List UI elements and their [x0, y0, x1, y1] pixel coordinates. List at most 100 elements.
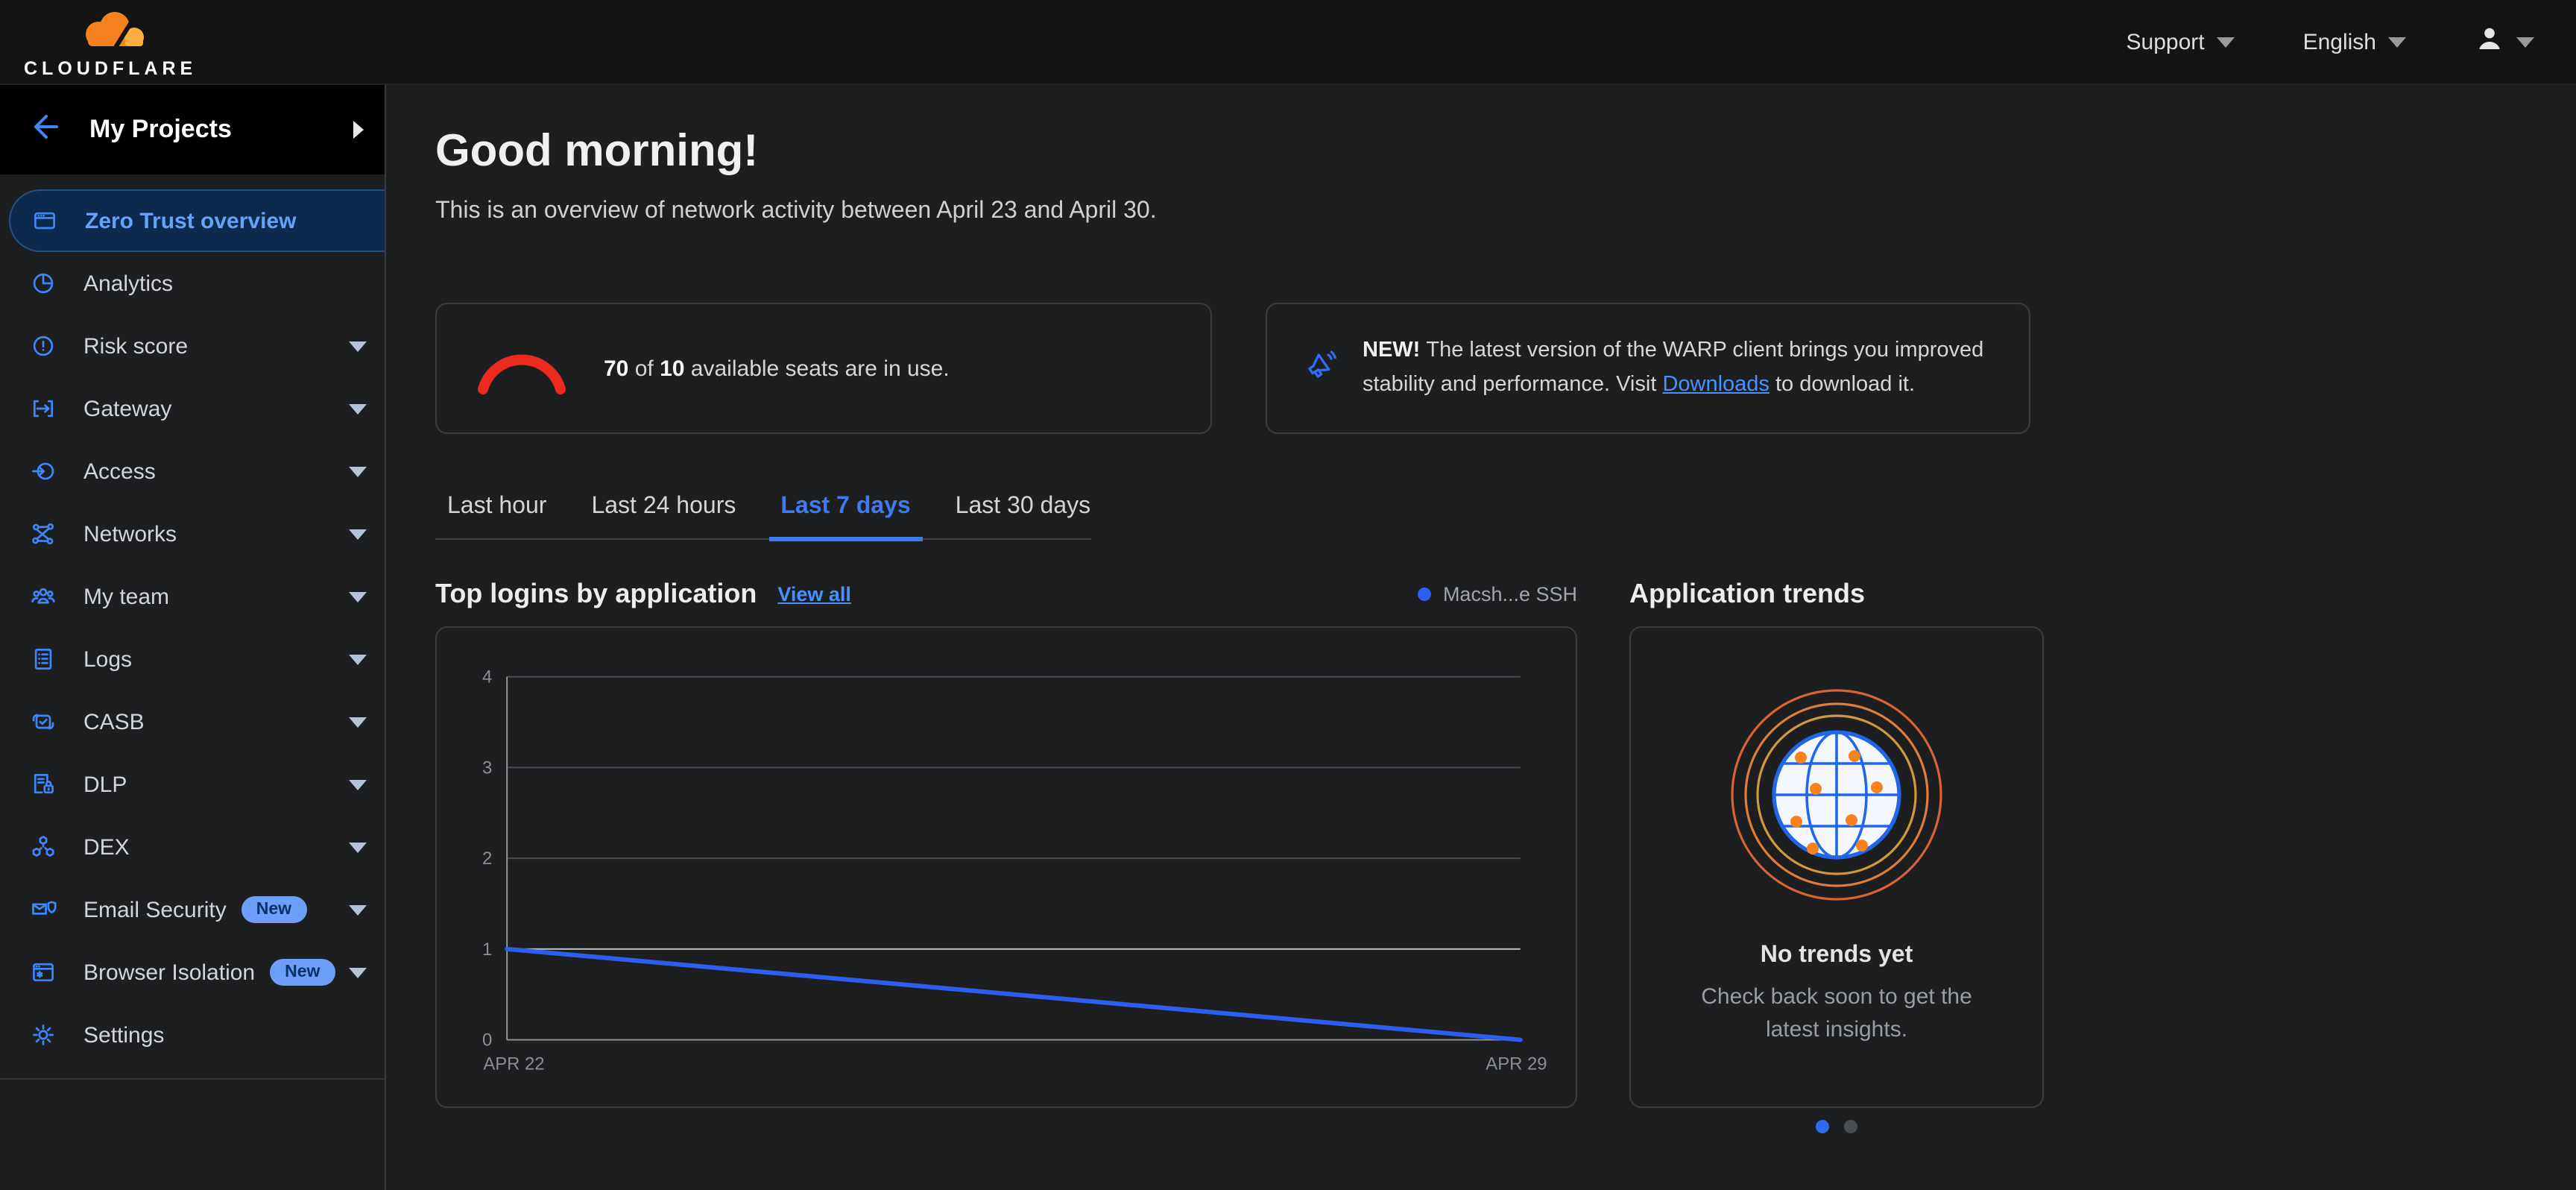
svg-text:0: 0	[482, 1030, 492, 1051]
sidebar-item-logs[interactable]: Logs	[0, 628, 385, 690]
warp-text-before: The latest version of the WARP client br…	[1363, 339, 1984, 397]
dlp-document-lock-icon	[30, 771, 57, 798]
view-all-link[interactable]: View all	[777, 582, 851, 605]
tab-last-24-hours[interactable]: Last 24 hours	[579, 485, 748, 538]
sidebar-item-label: Access	[83, 459, 156, 484]
pie-chart-icon	[30, 270, 57, 297]
sidebar-item-label: CASB	[83, 709, 145, 734]
svg-text:APR 29: APR 29	[1486, 1054, 1547, 1074]
email-shield-icon	[30, 896, 57, 923]
chevron-down-icon	[2216, 37, 2235, 47]
gear-icon	[30, 1021, 57, 1048]
main-content: Good morning! This is an overview of net…	[386, 85, 2576, 1190]
sidebar-item-my-team[interactable]: My team	[0, 565, 385, 628]
app-trends-card: No trends yet Check back soon to get the…	[1629, 626, 2044, 1108]
charts-section: Top logins by application View all Macsh…	[435, 577, 2576, 1133]
tab-last-30-days[interactable]: Last 30 days	[944, 485, 1102, 538]
seats-usage-text: 70 of 10 available seats are in use.	[604, 356, 950, 381]
language-menu[interactable]: English	[2303, 29, 2406, 54]
brand-wordmark: CLOUDFLARE	[24, 58, 198, 79]
svg-text:4: 4	[482, 667, 492, 687]
sidebar-item-label: Settings	[83, 1022, 165, 1048]
seats-of-label: of	[628, 356, 660, 381]
access-login-icon	[30, 458, 57, 485]
svg-text:2: 2	[482, 849, 492, 869]
tab-label: Last hour	[447, 494, 547, 519]
chevron-down-icon	[349, 529, 367, 539]
sidebar-item-label: Email Security	[83, 897, 227, 922]
topbar: CLOUDFLARE Support English	[0, 0, 2576, 85]
user-account-menu[interactable]	[2475, 23, 2534, 60]
line-chart-svg: 0 1 2 3 4 APR 22 APR 29	[482, 667, 1547, 1074]
sidebar-item-email-security[interactable]: Email Security New	[0, 878, 385, 941]
sidebar-item-access[interactable]: Access	[0, 440, 385, 503]
my-projects-header[interactable]: My Projects	[0, 85, 385, 174]
sidebar-item-risk-score[interactable]: Risk score	[0, 315, 385, 377]
topbar-menus: Support English	[2127, 23, 2534, 60]
sidebar-item-analytics[interactable]: Analytics	[0, 252, 385, 315]
warp-text-after: to download it.	[1769, 373, 1916, 397]
sidebar-nav: Zero Trust overview Analytics Risk score	[0, 174, 385, 1066]
page-title: Good morning!	[435, 127, 759, 176]
sidebar-item-casb[interactable]: CASB	[0, 690, 385, 753]
shell: My Projects Zero Trust overview Analytic…	[0, 85, 2576, 1190]
downloads-link[interactable]: Downloads	[1662, 373, 1770, 397]
logs-document-icon	[30, 646, 57, 673]
sidebar-item-browser-isolation[interactable]: Browser Isolation New	[0, 941, 385, 1004]
trends-pagination	[1629, 1120, 2044, 1133]
sidebar-divider	[0, 1078, 385, 1080]
page-subtitle: This is an overview of network activity …	[435, 198, 1157, 224]
chevron-down-icon	[349, 904, 367, 915]
sidebar-item-settings[interactable]: Settings	[0, 1004, 385, 1066]
chevron-down-icon	[349, 403, 367, 414]
sidebar-item-dlp[interactable]: DLP	[0, 753, 385, 816]
chevron-right-icon	[353, 121, 364, 139]
back-arrow-icon[interactable]	[30, 110, 63, 150]
pagination-dot-1[interactable]	[1816, 1120, 1829, 1133]
network-nodes-icon	[30, 520, 57, 547]
chevron-down-icon	[349, 341, 367, 351]
chevron-down-icon	[2388, 37, 2406, 47]
sidebar-item-label: DLP	[83, 772, 127, 797]
chevron-down-icon	[349, 654, 367, 664]
chevron-down-icon	[349, 591, 367, 602]
pagination-dot-2[interactable]	[1844, 1120, 1857, 1133]
chart-legend-item[interactable]: Macsh...e SSH	[1417, 582, 1577, 605]
support-label: Support	[2126, 29, 2205, 54]
my-projects-label: My Projects	[89, 115, 232, 143]
sidebar-item-networks[interactable]: Networks	[0, 503, 385, 565]
window-overview-icon	[31, 207, 58, 234]
seats-gauge	[473, 335, 571, 402]
megaphone-icon	[1303, 347, 1339, 390]
cloudflare-logo[interactable]: CLOUDFLARE	[24, 7, 197, 79]
casb-sync-check-icon	[30, 708, 57, 735]
sidebar-item-label: Networks	[83, 521, 177, 547]
svg-text:1: 1	[482, 939, 492, 960]
tab-last-7-days[interactable]: Last 7 days	[768, 485, 923, 541]
sidebar-item-gateway[interactable]: Gateway	[0, 377, 385, 440]
tab-last-hour[interactable]: Last hour	[435, 485, 558, 538]
warp-new-label: NEW!	[1363, 339, 1427, 362]
language-label: English	[2302, 29, 2376, 54]
app-trends-header: Application trends	[1629, 577, 2044, 610]
sidebar: My Projects Zero Trust overview Analytic…	[0, 85, 386, 1190]
app-trends-title: Application trends	[1629, 578, 1866, 608]
dex-hexagons-icon	[30, 834, 57, 860]
chevron-down-icon	[349, 466, 367, 476]
seats-suffix-text: available seats are in use.	[684, 356, 950, 381]
warp-announcement-text: NEW! The latest version of the WARP clie…	[1363, 334, 1993, 403]
risk-gauge-icon	[30, 333, 57, 359]
support-menu[interactable]: Support	[2127, 29, 2235, 54]
legend-dot-icon	[1417, 587, 1431, 600]
seats-used-count: 70	[604, 356, 629, 381]
tab-label: Last 24 hours	[591, 494, 736, 519]
sidebar-item-zero-trust-overview[interactable]: Zero Trust overview	[9, 189, 385, 252]
top-logins-title: Top logins by application	[435, 578, 757, 608]
sidebar-item-dex[interactable]: DEX	[0, 816, 385, 878]
globe-illustration	[1717, 676, 1956, 922]
chevron-down-icon	[349, 842, 367, 852]
tab-label: Last 30 days	[955, 494, 1091, 519]
sidebar-item-label: My team	[83, 584, 170, 609]
svg-text:3: 3	[482, 758, 492, 778]
